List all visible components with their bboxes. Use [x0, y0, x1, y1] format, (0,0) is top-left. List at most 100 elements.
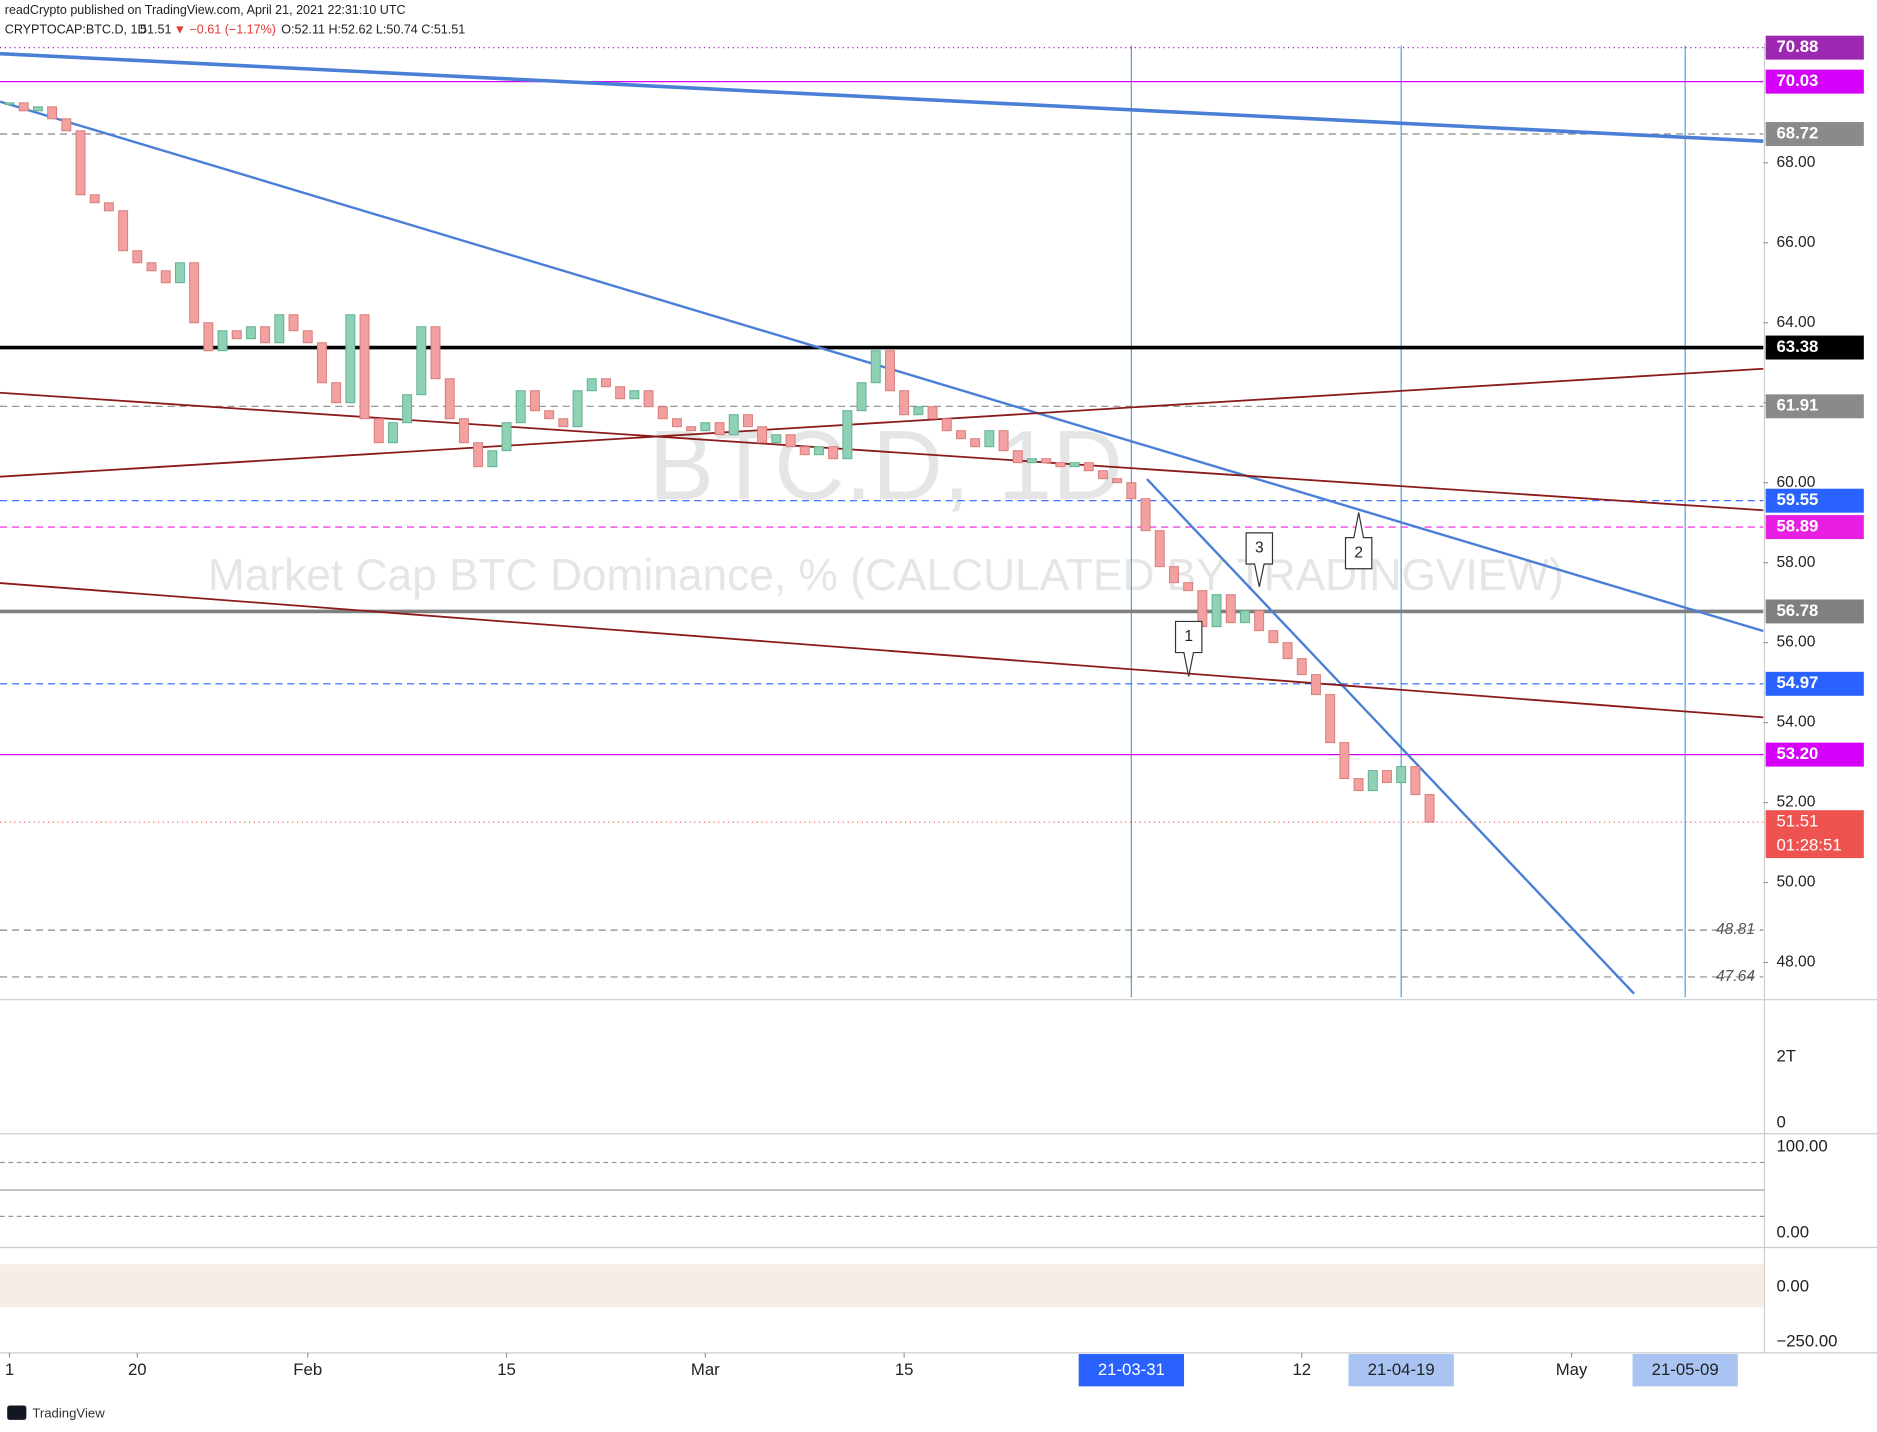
candle: [572, 390, 583, 428]
trendline: [1146, 478, 1635, 995]
y-tick-label: 66.00: [1776, 234, 1815, 251]
level-label: 48.81: [1716, 921, 1755, 938]
level-label: 47.64: [1716, 968, 1755, 985]
annotation-bubble: [1344, 512, 1373, 570]
publisher: readCrypto published on TradingView.com,…: [5, 3, 406, 17]
candle: [785, 434, 796, 448]
x-tick-label: 20: [128, 1360, 147, 1379]
level-tag: [1765, 488, 1864, 513]
date-highlight: [1632, 1354, 1738, 1387]
candle: [487, 450, 498, 468]
level-label: 59.55: [1776, 490, 1818, 509]
x-tick-label: 21-05-09: [1652, 1360, 1719, 1379]
candle: [1083, 462, 1094, 472]
candle: [615, 386, 626, 400]
date-highlight: [1348, 1354, 1454, 1387]
level-label: 61.91: [1776, 396, 1818, 415]
trendline: [0, 51, 1764, 144]
candle: [302, 330, 313, 344]
candle: [89, 194, 100, 204]
level-tag: [1765, 69, 1864, 94]
candle: [515, 390, 526, 424]
candle: [742, 414, 753, 428]
candle: [1254, 610, 1265, 632]
candle: [1069, 462, 1080, 468]
y-tick-label: 50.00: [1776, 874, 1815, 891]
candle: [373, 418, 384, 444]
candle: [927, 406, 938, 420]
candle: [686, 426, 697, 432]
candle: [1367, 770, 1378, 792]
candle: [430, 326, 441, 380]
candle: [1055, 462, 1066, 468]
candle: [870, 350, 881, 384]
candle: [245, 326, 256, 340]
countdown: 01:28:51: [1776, 836, 1841, 855]
candle: [174, 262, 185, 284]
candle: [799, 446, 810, 456]
trendline: [0, 391, 1764, 512]
candle: [913, 406, 924, 416]
annotation-label: 2: [1354, 544, 1363, 561]
level-tag: [1765, 742, 1864, 767]
annotation-bubble: [1245, 532, 1274, 587]
candle: [416, 326, 427, 396]
candle: [714, 422, 725, 436]
candle: [842, 410, 853, 460]
level-label: 56.78: [1776, 601, 1818, 620]
candle: [1225, 594, 1236, 624]
candle: [75, 130, 86, 196]
candle: [1381, 770, 1392, 784]
x-tick-label: Feb: [293, 1360, 322, 1379]
candle: [274, 314, 285, 344]
candle: [1140, 498, 1151, 532]
level-tag: [1765, 122, 1864, 146]
candle: [544, 410, 555, 420]
y-tick-label: 58.00: [1776, 554, 1815, 571]
candle: [1424, 794, 1435, 823]
candle: [899, 390, 910, 416]
x-tick-label: 1: [5, 1360, 14, 1379]
candle: [458, 418, 469, 444]
x-tick-label: 21-04-19: [1368, 1360, 1435, 1379]
trendline: [0, 100, 1764, 633]
candle: [1325, 694, 1336, 744]
candle: [884, 350, 895, 392]
level-tag: [1765, 35, 1864, 60]
candle: [970, 438, 981, 448]
annotation: 3: [1245, 532, 1274, 587]
pane-label: −250.00: [1776, 1331, 1837, 1350]
annotation-label: 1: [1184, 628, 1193, 645]
candle: [146, 262, 157, 272]
candle: [600, 378, 611, 388]
ohlc: O:52.11 H:52.62 L:50.74 C:51.51: [281, 22, 465, 36]
candle: [160, 270, 171, 284]
candle: [1097, 470, 1108, 480]
y-tick-label: 54.00: [1776, 714, 1815, 731]
level-label: 70.88: [1776, 37, 1818, 56]
candle: [1168, 566, 1179, 584]
candle: [813, 446, 824, 456]
candle: [1112, 478, 1123, 484]
candle: [316, 342, 327, 384]
candle: [260, 326, 271, 344]
candle: [941, 418, 952, 432]
candle: [4, 102, 15, 106]
x-tick-label: 21-03-31: [1098, 1360, 1165, 1379]
candle: [231, 330, 242, 340]
candle: [331, 382, 342, 404]
candle: [1410, 766, 1421, 796]
candle: [1339, 742, 1350, 780]
level-tag: [1765, 599, 1864, 624]
candle: [700, 422, 711, 432]
candle: [856, 382, 867, 412]
last-price-header: 51.51: [140, 22, 171, 36]
candle: [501, 422, 512, 452]
candle: [1041, 458, 1052, 464]
candle: [955, 430, 966, 440]
level-label: 70.03: [1776, 71, 1818, 90]
watermark-subtitle: Market Cap BTC Dominance, % (CALCULATED …: [208, 551, 1564, 600]
candle: [757, 426, 768, 444]
x-tick-label: May: [1556, 1360, 1588, 1379]
